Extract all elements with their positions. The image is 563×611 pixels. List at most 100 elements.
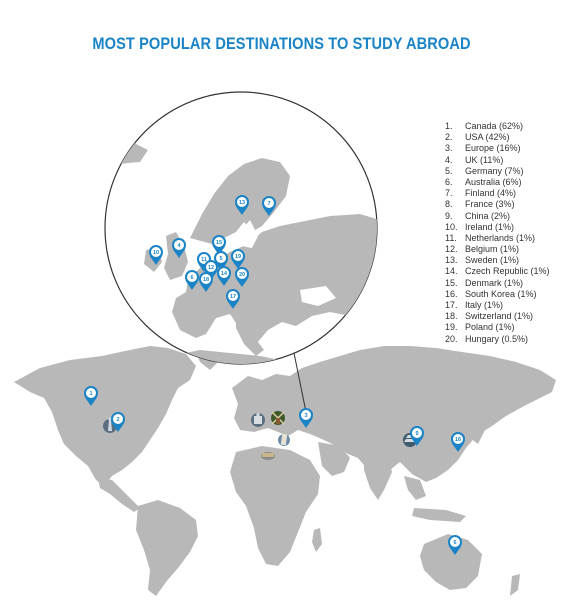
legend-number: 11. (445, 232, 457, 243)
pin-china[interactable]: 9 (410, 426, 424, 446)
legend-item: 6. Australia (6%) (445, 177, 550, 188)
pin-belgium[interactable]: 12 (204, 260, 218, 280)
legend-item: 2. USA (42%) (445, 132, 550, 143)
legend-label: Hungary (0.5%) (465, 333, 529, 344)
central-america-shape (98, 478, 140, 512)
inset-connector-line (293, 352, 307, 413)
svg-text:11: 11 (201, 257, 207, 263)
legend-label: Canada (62%) (465, 121, 524, 131)
africa-shape (230, 446, 320, 566)
pin-italy[interactable]: 17 (226, 289, 240, 309)
svg-text:13: 13 (239, 200, 245, 206)
pin-netherlands[interactable]: 11 (197, 252, 211, 272)
svg-text:15: 15 (216, 240, 222, 246)
legend-item: 11. Netherlands (1%) (445, 233, 550, 244)
pin-poland[interactable]: 19 (231, 249, 245, 269)
world-land (14, 326, 556, 596)
pin-usa[interactable]: 2 (111, 412, 125, 432)
legend-label: Switzerland (1%) (465, 311, 534, 322)
legend-number: 14. (445, 266, 458, 277)
legend-item: 3. Europe (16%) (445, 143, 550, 154)
legend-label: France (3%) (465, 199, 515, 210)
destination-legend: 1. Canada (62%) 2. USA (42%) 3. Europe (16%) 4… (445, 121, 550, 345)
legend-label: USA (42%) (465, 132, 510, 143)
legend-number: 20. (445, 333, 458, 344)
legend-label: Italy (1%) (465, 300, 504, 310)
pin-france[interactable]: 6 (185, 270, 199, 290)
pin-denmark[interactable]: 15 (212, 235, 226, 255)
inset-pins: 13 7 10 4 15 11 5 19 (149, 195, 276, 309)
legend-number: 17. (445, 300, 458, 310)
legend-number: 19. (445, 322, 458, 333)
legend-number: 7. (445, 188, 453, 199)
svg-text:9: 9 (415, 431, 418, 437)
legend-item: 20. Hungary (0.5%) (445, 334, 550, 345)
legend-number: 18. (445, 311, 458, 322)
pin-ireland[interactable]: 10 (149, 245, 163, 265)
svg-text:5: 5 (219, 256, 222, 262)
colosseum-icon (261, 452, 275, 460)
legend-label: Czech Republic (1%) (465, 266, 550, 277)
pin-finland[interactable]: 7 (262, 196, 276, 216)
svg-text:6: 6 (453, 540, 456, 546)
svg-text:1: 1 (89, 391, 92, 397)
legend-number: 12. (445, 244, 458, 255)
legend-number: 13. (445, 255, 458, 266)
pin-south-korea[interactable]: 16 (451, 432, 465, 452)
legend-number: 3. (445, 143, 453, 154)
legend-item: 4. UK (11%) (445, 155, 550, 166)
legend-number: 16. (445, 288, 458, 299)
leaning-tower-icon (278, 433, 290, 446)
legend-item: 1. Canada (62%) (445, 121, 550, 132)
pin-hungary[interactable]: 20 (235, 267, 249, 287)
legend-item: 19. Poland (1%) (445, 322, 550, 333)
south-america-shape (136, 500, 198, 596)
pin-australia[interactable]: 6 (448, 535, 462, 555)
pin-germany[interactable]: 5 (214, 251, 228, 271)
legend-label: Germany (7%) (465, 165, 524, 176)
castle-icon (251, 413, 265, 427)
italy-shape (236, 312, 264, 356)
svg-text:18: 18 (203, 277, 209, 283)
legend-item: 9. China (2%) (445, 211, 550, 222)
landmark-icons (103, 411, 417, 460)
svg-text:12: 12 (208, 265, 214, 271)
legend-label: Netherlands (1%) (465, 232, 536, 243)
legend-item: 10. Ireland (1%) (445, 222, 550, 233)
legend-label: Belgium (1%) (465, 244, 520, 255)
legend-item: 12. Belgium (1%) (445, 244, 550, 255)
pin-europe[interactable]: 3 (299, 408, 313, 428)
pin-czech-republic[interactable]: 14 (217, 266, 231, 286)
australia-shape (420, 534, 482, 590)
pin-uk[interactable]: 4 (172, 238, 186, 258)
legend-label: Australia (6%) (465, 176, 522, 187)
legend-number: 6. (445, 176, 453, 187)
svg-text:3: 3 (304, 413, 307, 419)
legend-number: 5. (445, 165, 453, 176)
legend-label: Ireland (1%) (465, 221, 515, 232)
page-title: MOST POPULAR DESTINATIONS TO STUDY ABROA… (92, 34, 471, 53)
legend-item: 7. Finland (4%) (445, 188, 550, 199)
windmill-icon (271, 411, 285, 425)
legend-number: 1. (445, 121, 453, 131)
svg-text:20: 20 (239, 272, 245, 278)
black-sea (300, 286, 336, 306)
legend-number: 10. (445, 221, 458, 232)
legend-item: 8. France (3%) (445, 199, 550, 210)
eurasia-shape (232, 346, 556, 482)
se-asia-shape (404, 476, 426, 500)
north-america-shape (14, 346, 196, 486)
svg-text:2: 2 (116, 417, 119, 423)
legend-label: Finland (4%) (465, 188, 517, 199)
legend-label: UK (11%) (465, 154, 504, 165)
pin-canada[interactable]: 1 (84, 386, 98, 406)
svg-text:14: 14 (221, 271, 228, 277)
pin-switzerland[interactable]: 18 (199, 272, 213, 292)
legend-label: Sweden (1%) (465, 255, 520, 266)
legend-number: 15. (445, 277, 458, 288)
pin-sweden[interactable]: 13 (235, 195, 249, 215)
indonesia-shape (412, 508, 466, 522)
legend-label: Denmark (1%) (465, 277, 524, 288)
svg-text:4: 4 (177, 243, 181, 249)
